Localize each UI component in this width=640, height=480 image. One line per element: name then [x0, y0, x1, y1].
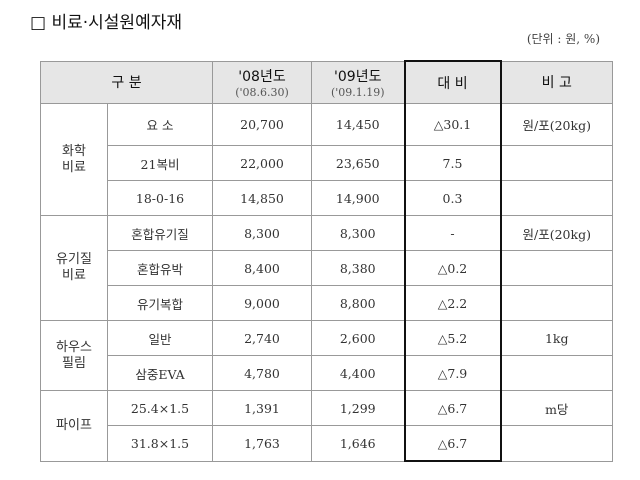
group-label: 유기질 비료 — [40, 215, 108, 321]
header-2009: '09년도 ('09.1.19) — [311, 60, 405, 104]
value-2009: 8,380 — [311, 250, 405, 286]
table-row: 화학 비료 요 소 20,700 14,450 △30.1 원/포(20kg) — [40, 103, 613, 216]
header-category: 구 분 — [40, 60, 213, 104]
compare-value: △2.2 — [403, 285, 502, 321]
section-title: □ 비료·시설원예자재 — [30, 13, 182, 33]
item-cell: 삼중EVA — [107, 355, 213, 391]
note-cell — [500, 180, 613, 216]
note-cell: 1kg — [500, 320, 613, 356]
compare-value: △30.1 — [403, 103, 502, 146]
table-row: 하우스 필림 일반 2,740 2,600 △5.2 1kg — [40, 320, 613, 391]
compare-value: - — [403, 215, 502, 251]
value-2008: 1,391 — [212, 390, 312, 426]
value-2009: 4,400 — [311, 355, 405, 391]
note-cell — [500, 250, 613, 286]
value-2009: 8,300 — [311, 215, 405, 251]
table-row: 혼합유박 8,400 8,380 △0.2 — [41, 250, 613, 286]
value-2009: 14,450 — [311, 103, 405, 146]
item-cell: 31.8×1.5 — [107, 425, 213, 462]
value-2008: 8,300 — [212, 215, 312, 251]
item-cell: 혼합유기질 — [107, 215, 213, 251]
item-cell: 혼합유박 — [107, 250, 213, 286]
note-cell: 원/포(20kg) — [500, 103, 613, 146]
item-cell: 25.4×1.5 — [107, 390, 213, 426]
price-table: 구 분 '08년도 ('08.6.30) '09년도 ('09.1.19) 대 비 … — [40, 60, 613, 462]
value-2008: 1,763 — [212, 425, 312, 462]
note-cell — [500, 425, 613, 462]
table-row: 파이프 25.4×1.5 1,391 1,299 △6.7 m당 — [40, 390, 613, 462]
table-row: 31.8×1.5 1,763 1,646 △6.7 — [41, 425, 613, 462]
table-row: 21복비 22,000 23,650 7.5 — [41, 145, 613, 181]
compare-value: △6.7 — [403, 390, 502, 426]
compare-value: 7.5 — [403, 145, 502, 181]
note-cell — [500, 355, 613, 391]
value-2008: 22,000 — [212, 145, 312, 181]
value-2009: 1,299 — [311, 390, 405, 426]
value-2008: 2,740 — [212, 320, 312, 356]
table-row: 유기질 비료 혼합유기질 8,300 8,300- 원/포(20kg) — [40, 215, 613, 321]
compare-value: △5.2 — [403, 320, 502, 356]
compare-value: △6.7 — [403, 425, 502, 462]
item-cell: 21복비 — [107, 145, 213, 181]
header-2008: '08년도 ('08.6.30) — [212, 60, 312, 104]
header-note: 비 고 — [500, 60, 613, 104]
group-label: 하우스 필림 — [40, 320, 108, 391]
table-row: 유기복합 9,000 8,800 △2.2 — [41, 285, 613, 321]
compare-value: △0.2 — [403, 250, 502, 286]
value-2009: 8,800 — [311, 285, 405, 321]
value-2008: 4,780 — [212, 355, 312, 391]
unit-label: (단위 : 원, %) — [526, 32, 600, 46]
note-cell: 원/포(20kg) — [500, 215, 613, 251]
value-2009: 23,650 — [311, 145, 405, 181]
table-row: 삼중EVA 4,780 4,400 △7.9 — [41, 355, 613, 391]
compare-value: △7.9 — [403, 355, 502, 391]
group-label: 파이프 — [40, 390, 108, 462]
item-cell: 유기복합 — [107, 285, 213, 321]
value-2009: 14,900 — [311, 180, 405, 216]
value-2008: 8,400 — [212, 250, 312, 286]
note-cell — [500, 145, 613, 181]
value-2008: 9,000 — [212, 285, 312, 321]
value-2008: 14,850 — [212, 180, 312, 216]
item-cell: 일반 — [107, 320, 213, 356]
value-2009: 2,600 — [311, 320, 405, 356]
item-cell: 18-0-16 — [107, 180, 213, 216]
item-cell: 요 소 — [107, 103, 213, 146]
note-cell: m당 — [500, 390, 613, 426]
compare-value: 0.3 — [403, 180, 502, 216]
group-label: 화학 비료 — [40, 103, 108, 216]
header-compare: 대 비 — [403, 60, 502, 104]
table-row: 18-0-16 14,850 14,900 0.3 — [41, 180, 613, 216]
value-2009: 1,646 — [311, 425, 405, 462]
value-2008: 20,700 — [212, 103, 312, 146]
note-cell — [500, 285, 613, 321]
